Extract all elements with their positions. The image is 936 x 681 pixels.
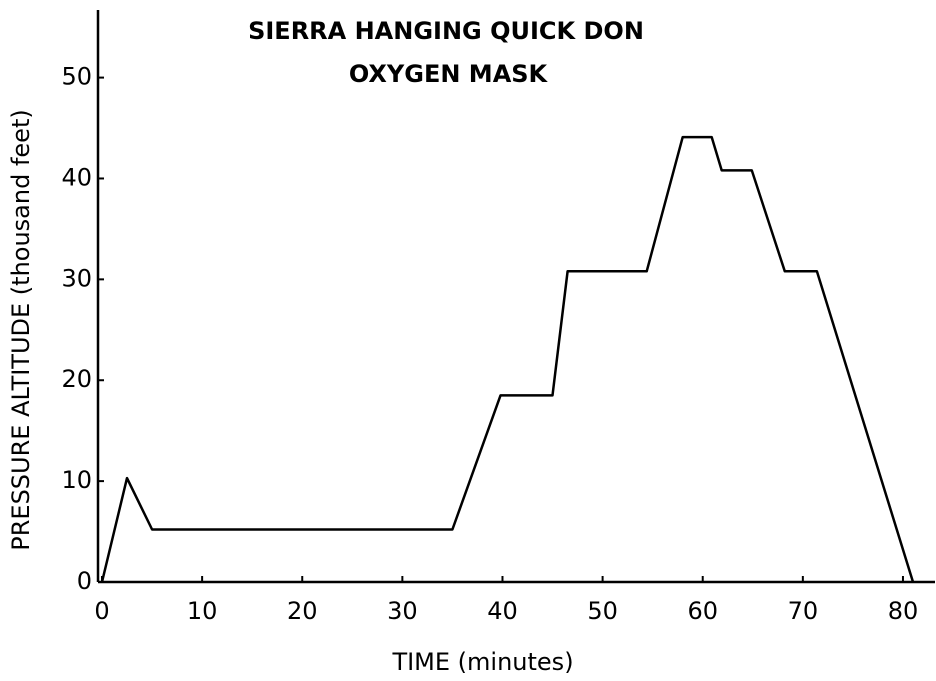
x-tick-label: 70	[788, 597, 819, 625]
y-axis-label: PRESSURE ALTITUDE (thousand feet)	[7, 109, 35, 550]
y-tick-label: 10	[61, 466, 92, 494]
y-tick-label: 0	[77, 567, 92, 595]
x-tick-label: 80	[888, 597, 919, 625]
x-tick-label: 10	[187, 597, 218, 625]
y-tick-label: 50	[61, 63, 92, 91]
x-tick-label: 30	[387, 597, 418, 625]
x-axis-label: TIME (minutes)	[391, 648, 573, 676]
chart-subtitle: OXYGEN MASK	[349, 60, 549, 88]
y-tick-label: 40	[61, 163, 92, 191]
y-tick-label: 20	[61, 365, 92, 393]
data-line	[100, 135, 915, 583]
x-tick-label: 0	[94, 597, 109, 625]
y-tick-label: 30	[61, 264, 92, 292]
x-tick-label: 60	[687, 597, 718, 625]
x-tick-label: 50	[587, 597, 618, 625]
x-tick-label: 40	[487, 597, 518, 625]
chart-title: SIERRA HANGING QUICK DON	[248, 17, 644, 45]
x-tick-label: 20	[287, 597, 318, 625]
